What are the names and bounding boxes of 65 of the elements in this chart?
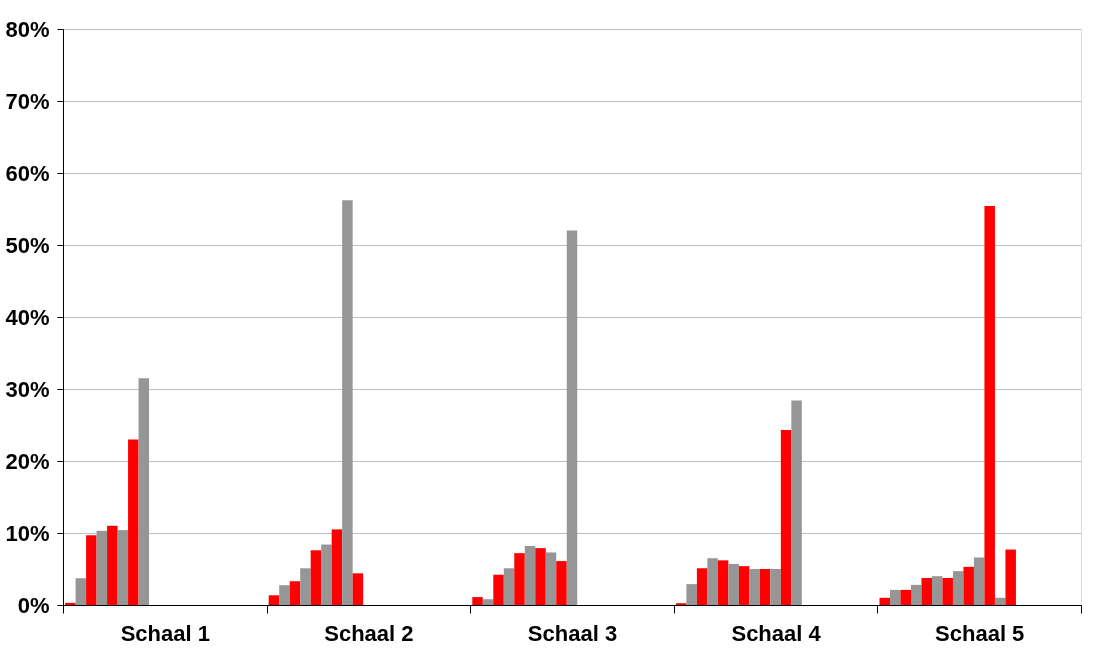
bar xyxy=(707,558,718,605)
x-tick-label: Schaal 5 xyxy=(935,620,1025,646)
y-tick-label: 30% xyxy=(5,376,50,402)
bar xyxy=(514,553,525,605)
bar xyxy=(984,206,995,605)
bar xyxy=(696,568,708,605)
bar xyxy=(138,378,150,605)
bar xyxy=(289,581,301,605)
y-tick-label: 60% xyxy=(5,160,50,186)
y-tick-label: 70% xyxy=(5,88,50,114)
bar xyxy=(749,569,760,605)
bar xyxy=(279,585,290,605)
bar xyxy=(728,563,739,605)
bar xyxy=(900,589,911,605)
bar xyxy=(352,573,364,605)
y-tick-label: 50% xyxy=(5,232,50,258)
bar xyxy=(331,529,343,605)
bar xyxy=(686,584,697,605)
bar xyxy=(482,599,494,605)
bar xyxy=(96,530,108,605)
bar xyxy=(128,439,139,605)
bar xyxy=(75,578,87,605)
bar xyxy=(566,230,578,605)
y-tick-label: 20% xyxy=(5,448,50,474)
bar xyxy=(493,574,504,605)
bar xyxy=(535,548,546,605)
bar xyxy=(503,568,515,605)
y-tick-label: 40% xyxy=(5,304,50,330)
x-tick-label: Schaal 3 xyxy=(527,620,618,646)
x-tick-label: Schaal 1 xyxy=(120,620,210,646)
bar xyxy=(545,552,557,605)
bar xyxy=(889,589,901,605)
y-tick-label: 0% xyxy=(17,592,50,618)
bar xyxy=(86,535,97,605)
bar xyxy=(759,569,771,605)
bar xyxy=(1005,549,1016,605)
y-tick-label: 80% xyxy=(5,16,50,42)
bar xyxy=(524,545,536,605)
bar xyxy=(994,597,1006,605)
bar xyxy=(952,571,964,605)
bar xyxy=(879,597,890,605)
bar xyxy=(942,578,953,605)
bar xyxy=(300,568,311,605)
bar xyxy=(931,576,943,605)
bar xyxy=(738,566,750,605)
bar xyxy=(321,544,332,605)
bar xyxy=(791,400,802,605)
bar xyxy=(310,550,322,605)
bar xyxy=(770,569,781,605)
bar xyxy=(65,602,76,605)
bar xyxy=(117,530,129,605)
bar xyxy=(717,560,729,605)
y-tick-label: 10% xyxy=(5,520,50,546)
bar xyxy=(342,200,353,605)
x-tick-label: Schaal 2 xyxy=(324,620,414,646)
bar xyxy=(107,525,118,605)
bar xyxy=(921,578,932,605)
x-tick-label: Schaal 4 xyxy=(731,620,822,646)
bar xyxy=(973,557,985,605)
bar xyxy=(780,430,792,605)
bar xyxy=(963,566,974,605)
bar xyxy=(472,597,483,605)
bar xyxy=(910,584,922,605)
bar xyxy=(556,561,567,605)
bar xyxy=(268,595,280,605)
